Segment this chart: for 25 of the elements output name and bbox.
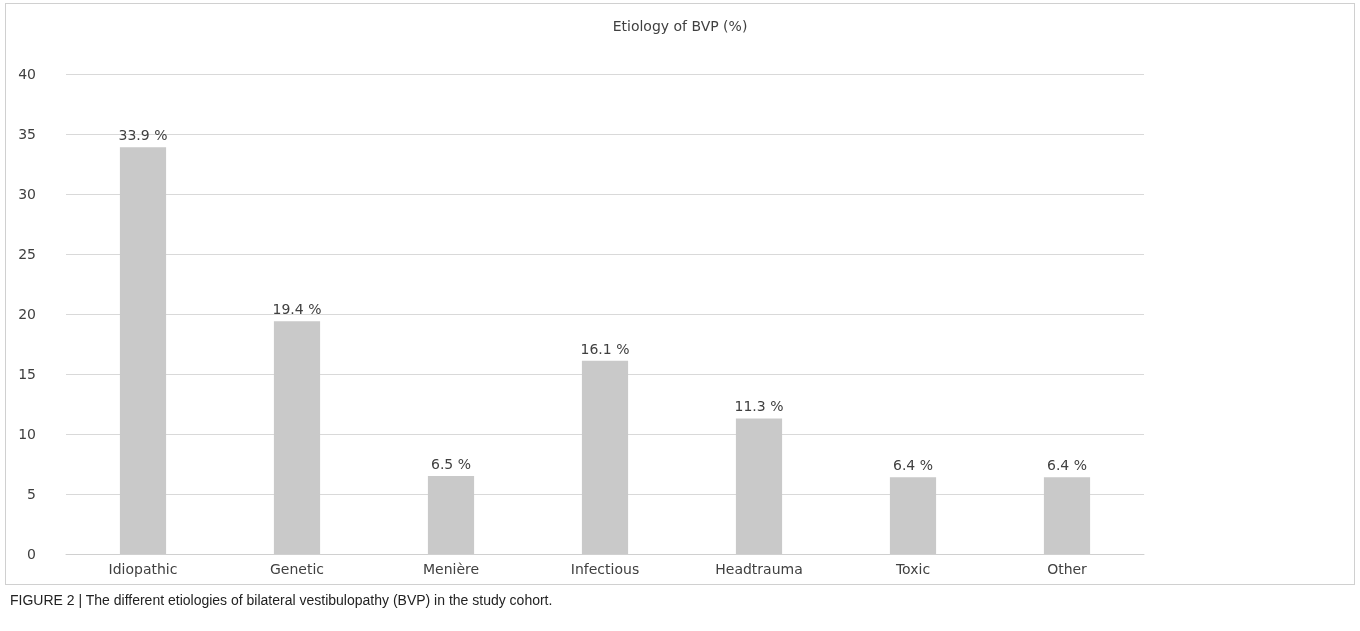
data-label: 6.4 % — [892, 457, 934, 474]
x-tick-label: Menière — [422, 561, 480, 577]
y-tick-label: 40 — [18, 66, 36, 82]
data-label: 6.4 % — [1046, 457, 1088, 474]
data-label: 16.1 % — [580, 340, 630, 357]
caption: FIGURE 2 | The different etiologies of bilateral vestibulopathy (BVP) in the study cohort. — [10, 592, 553, 608]
y-tick-label: 20 — [18, 306, 36, 322]
y-tick-label: 5 — [27, 486, 36, 502]
x-tick-label: Headtrauma — [715, 561, 803, 577]
x-tick-label: Other — [1047, 561, 1088, 577]
data-label: 19.4 % — [272, 301, 322, 318]
x-tick-label: Genetic — [269, 561, 325, 577]
x-tick-label: Idiopathic — [108, 561, 178, 577]
y-tick-label: 30 — [18, 186, 36, 202]
y-tick-label: 15 — [18, 366, 36, 382]
y-tick-label: 25 — [18, 246, 36, 262]
x-tick-label: Toxic — [894, 561, 931, 577]
data-label: 33.9 % — [118, 127, 168, 144]
y-tick-label: 10 — [18, 426, 36, 442]
data-label: 6.5 % — [430, 456, 472, 472]
y-tick-label: 0 — [27, 546, 36, 562]
chart-title: Etiology of BVP (%) — [612, 18, 748, 34]
data-label: 11.3 % — [734, 398, 784, 415]
x-tick-label: Infectious — [570, 561, 640, 577]
y-tick-label: 35 — [18, 126, 36, 142]
